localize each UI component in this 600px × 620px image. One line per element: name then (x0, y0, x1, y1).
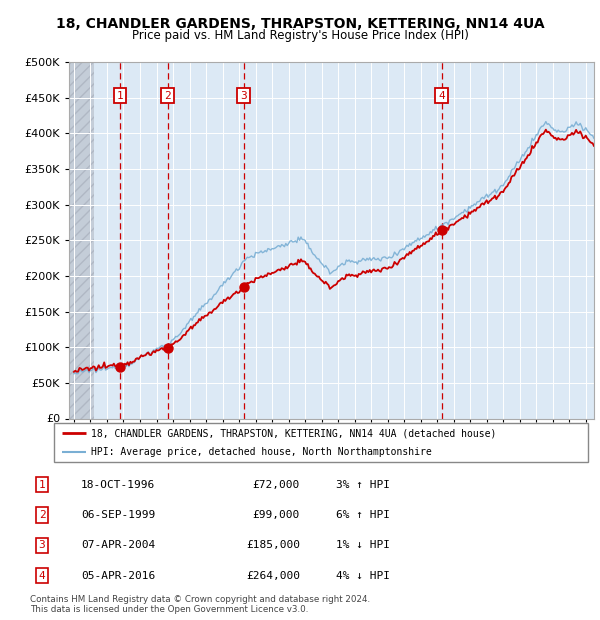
Text: £264,000: £264,000 (246, 570, 300, 581)
Text: 4: 4 (38, 570, 46, 581)
Text: 3: 3 (240, 91, 247, 100)
Text: 2: 2 (38, 510, 46, 520)
Text: 2: 2 (164, 91, 171, 100)
Text: 4: 4 (438, 91, 445, 100)
FancyBboxPatch shape (54, 423, 588, 462)
Text: Contains HM Land Registry data © Crown copyright and database right 2024.
This d: Contains HM Land Registry data © Crown c… (30, 595, 370, 614)
Text: 3: 3 (38, 540, 46, 551)
Text: 06-SEP-1999: 06-SEP-1999 (81, 510, 155, 520)
Text: 4% ↓ HPI: 4% ↓ HPI (336, 570, 390, 581)
Text: 07-APR-2004: 07-APR-2004 (81, 540, 155, 551)
Text: 1: 1 (38, 479, 46, 490)
Text: £99,000: £99,000 (253, 510, 300, 520)
Text: HPI: Average price, detached house, North Northamptonshire: HPI: Average price, detached house, Nort… (91, 447, 432, 458)
Text: 18-OCT-1996: 18-OCT-1996 (81, 479, 155, 490)
Text: Price paid vs. HM Land Registry's House Price Index (HPI): Price paid vs. HM Land Registry's House … (131, 30, 469, 42)
Bar (69, 62, 94, 419)
Text: 1: 1 (116, 91, 124, 100)
Text: 6% ↑ HPI: 6% ↑ HPI (336, 510, 390, 520)
Text: 3% ↑ HPI: 3% ↑ HPI (336, 479, 390, 490)
Text: £72,000: £72,000 (253, 479, 300, 490)
Text: £185,000: £185,000 (246, 540, 300, 551)
Text: 1% ↓ HPI: 1% ↓ HPI (336, 540, 390, 551)
Text: 18, CHANDLER GARDENS, THRAPSTON, KETTERING, NN14 4UA (detached house): 18, CHANDLER GARDENS, THRAPSTON, KETTERI… (91, 428, 497, 438)
Text: 18, CHANDLER GARDENS, THRAPSTON, KETTERING, NN14 4UA: 18, CHANDLER GARDENS, THRAPSTON, KETTERI… (56, 17, 544, 30)
Text: 05-APR-2016: 05-APR-2016 (81, 570, 155, 581)
